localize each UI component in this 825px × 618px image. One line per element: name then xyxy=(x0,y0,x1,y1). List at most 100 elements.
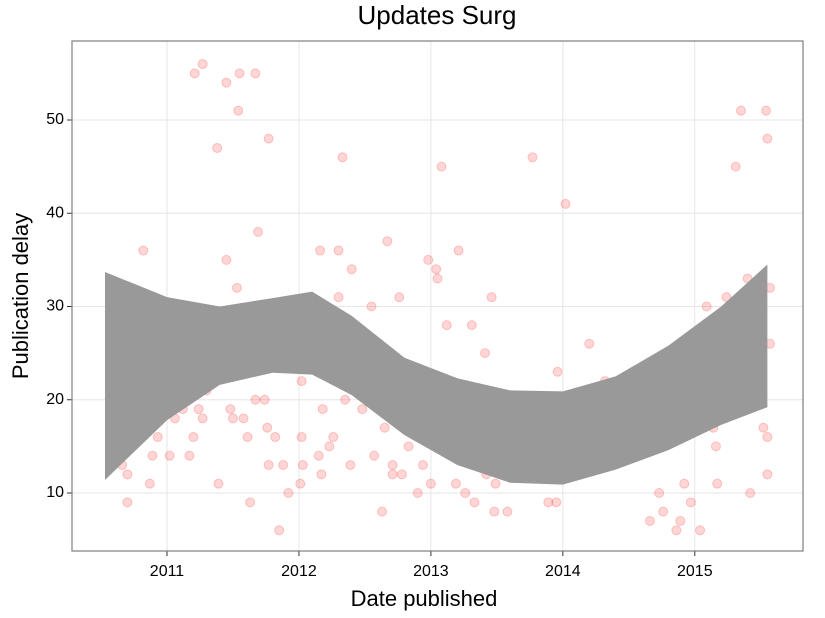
point xyxy=(712,478,723,489)
plot-background xyxy=(72,41,803,551)
point xyxy=(313,450,324,461)
x-tick-label: 2012 xyxy=(281,563,317,580)
point xyxy=(710,441,721,452)
point xyxy=(345,460,356,471)
point xyxy=(296,432,307,443)
point xyxy=(695,525,706,536)
point xyxy=(245,497,256,508)
point xyxy=(758,422,769,433)
point xyxy=(369,450,380,461)
point xyxy=(762,469,773,480)
point xyxy=(147,450,158,461)
point xyxy=(489,506,500,517)
point xyxy=(138,245,149,256)
point xyxy=(346,264,357,275)
x-tick-label: 2013 xyxy=(413,563,449,580)
point xyxy=(387,469,398,480)
point xyxy=(221,254,232,265)
point xyxy=(278,460,289,471)
point xyxy=(543,497,554,508)
point xyxy=(263,133,274,144)
point xyxy=(654,487,665,498)
point xyxy=(324,441,335,452)
point xyxy=(366,301,377,312)
point xyxy=(441,320,452,331)
point xyxy=(417,460,428,471)
point xyxy=(212,142,223,153)
point xyxy=(333,245,344,256)
point xyxy=(189,68,200,79)
point xyxy=(193,404,204,415)
point xyxy=(396,469,407,480)
point xyxy=(394,292,405,303)
y-tick-label: 10 xyxy=(46,484,64,501)
point xyxy=(250,68,261,79)
point xyxy=(460,487,471,498)
point xyxy=(377,506,388,517)
point xyxy=(584,338,595,349)
point xyxy=(357,404,368,415)
point xyxy=(316,469,327,480)
point xyxy=(560,198,571,209)
point xyxy=(762,432,773,443)
point xyxy=(164,450,175,461)
point xyxy=(412,487,423,498)
point xyxy=(296,376,307,387)
point xyxy=(379,422,390,433)
point xyxy=(490,478,501,489)
y-axis-title: Publication delay xyxy=(8,213,33,379)
point xyxy=(735,105,746,116)
point xyxy=(552,366,563,377)
point xyxy=(295,478,306,489)
point xyxy=(225,404,236,415)
point xyxy=(469,497,480,508)
point xyxy=(184,450,195,461)
point xyxy=(213,478,224,489)
point xyxy=(745,487,756,498)
chart-title: Updates Surg xyxy=(358,0,517,30)
y-tick-label: 40 xyxy=(46,204,64,221)
point xyxy=(432,273,443,284)
y-tick-label: 50 xyxy=(46,111,64,128)
point xyxy=(675,515,686,526)
point xyxy=(197,59,208,70)
y-tick-label: 20 xyxy=(46,391,64,408)
point xyxy=(480,348,491,359)
point xyxy=(551,497,562,508)
plot-border xyxy=(71,40,804,552)
point xyxy=(450,478,461,489)
point xyxy=(340,394,351,405)
point xyxy=(233,105,244,116)
point xyxy=(242,432,253,443)
point xyxy=(425,478,436,489)
point xyxy=(423,254,434,265)
point xyxy=(453,245,464,256)
confidence-band xyxy=(104,264,768,485)
point xyxy=(227,413,238,424)
point xyxy=(270,432,281,443)
point xyxy=(333,292,344,303)
point xyxy=(403,441,414,452)
x-tick-label: 2015 xyxy=(677,563,713,580)
point xyxy=(253,226,264,237)
point xyxy=(297,460,308,471)
point xyxy=(466,320,477,331)
x-tick-label: 2011 xyxy=(150,563,185,580)
point xyxy=(761,105,772,116)
point xyxy=(315,245,326,256)
point xyxy=(387,460,398,471)
point xyxy=(382,236,393,247)
point xyxy=(122,469,133,480)
point xyxy=(231,282,242,293)
point xyxy=(431,264,442,275)
point xyxy=(762,133,773,144)
point xyxy=(238,413,249,424)
point xyxy=(436,161,447,172)
point xyxy=(730,161,741,172)
point xyxy=(317,404,328,415)
point xyxy=(144,478,155,489)
x-tick-label: 2014 xyxy=(545,563,581,580)
point xyxy=(685,497,696,508)
